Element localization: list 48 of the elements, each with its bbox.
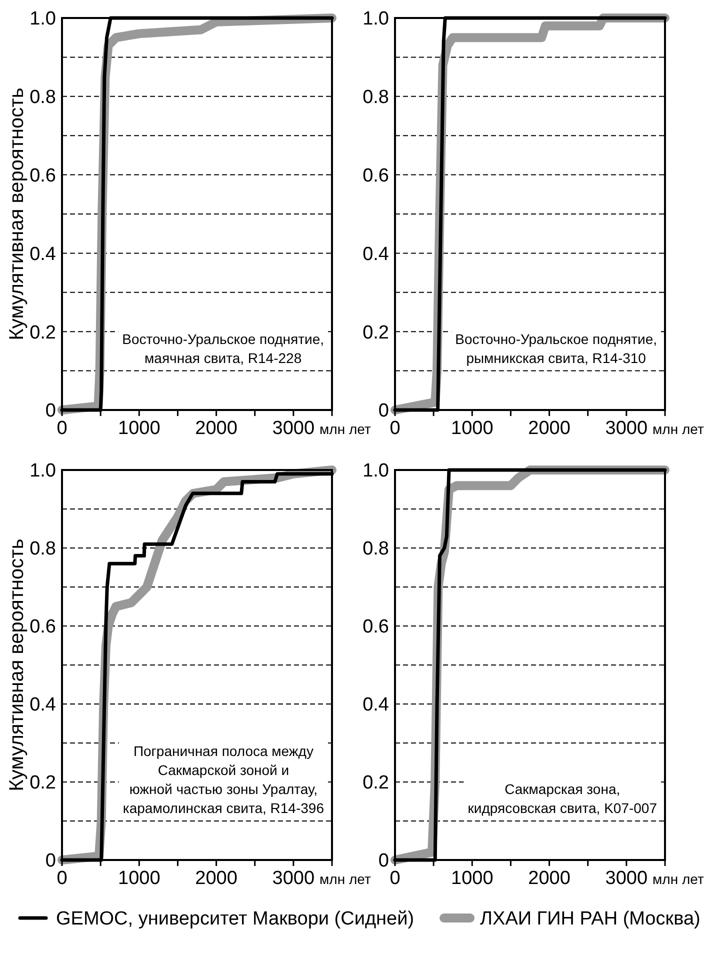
legend-label: GEMOC, университет Маквори (Сидней) <box>56 908 414 930</box>
x-tick-label: 1000 <box>118 418 160 439</box>
x-axis-title: млн лет <box>320 421 372 437</box>
y-tick-label: 0.2 <box>30 322 56 344</box>
y-tick-label: 0.6 <box>362 616 389 638</box>
y-axis-title: Кумулятивная вероятность <box>6 538 28 792</box>
y-tick-label: 0 <box>45 850 56 872</box>
y-tick-label: 0 <box>45 400 56 422</box>
y-tick-label: 1.0 <box>30 460 56 482</box>
y-tick-label: 0.4 <box>362 694 390 716</box>
x-tick-label: 3000 <box>272 418 315 439</box>
x-axis-title: млн лет <box>652 871 704 887</box>
y-tick-label: 0 <box>378 850 389 872</box>
x-tick-label: 2000 <box>528 418 570 439</box>
legend-label: ЛХАИ ГИН РАН (Москва) <box>480 908 700 930</box>
y-axis-title: Кумулятивная вероятность <box>6 88 28 340</box>
y-tick-label: 0.4 <box>30 694 56 716</box>
y-tick-label: 0.2 <box>362 322 389 344</box>
x-tick-label: 3000 <box>605 868 648 889</box>
y-tick-label: 0.4 <box>30 244 56 265</box>
y-tick-label: 0.6 <box>362 165 389 186</box>
y-tick-label: 0.6 <box>30 616 56 638</box>
y-tick-label: 0.8 <box>362 87 389 108</box>
x-tick-label: 2000 <box>195 418 238 439</box>
annotation: Сакмарская зона, кидрясовская свита, K07-007 <box>468 781 658 816</box>
x-axis-title: млн лет <box>320 871 372 887</box>
y-tick-label: 0.8 <box>30 87 56 108</box>
y-tick-label: 1.0 <box>362 8 389 30</box>
y-tick-label: 0.6 <box>30 165 56 186</box>
y-tick-label: 1.0 <box>30 8 56 30</box>
y-tick-label: 0.8 <box>30 538 56 560</box>
y-tick-label: 0 <box>378 400 389 422</box>
x-tick-label: 3000 <box>272 868 315 889</box>
x-tick-label: 2000 <box>195 868 238 889</box>
y-tick-label: 0.2 <box>30 772 56 794</box>
y-tick-label: 0.8 <box>362 538 389 560</box>
x-tick-label: 1000 <box>118 868 160 889</box>
x-tick-label: 2000 <box>528 868 570 889</box>
y-tick-label: 0.4 <box>362 244 390 265</box>
x-axis-title: млн лет <box>652 421 704 437</box>
x-tick-label: 1000 <box>451 868 494 889</box>
y-tick-label: 0.2 <box>362 772 389 794</box>
x-tick-label: 1000 <box>451 418 494 439</box>
annotation: Восточно-Уральское поднятие, рымникская свита, R14-310 <box>455 330 657 366</box>
x-tick-label: 3000 <box>605 418 648 439</box>
annotation: Пограничная полоса между Сакмарской зоной и южной частью зоны Уралтау, карамолинская свита, R14-396 <box>122 743 324 816</box>
y-tick-label: 1.0 <box>362 460 389 482</box>
annotation: Восточно-Уральское поднятие, маячная свита, R14-228 <box>122 330 324 366</box>
